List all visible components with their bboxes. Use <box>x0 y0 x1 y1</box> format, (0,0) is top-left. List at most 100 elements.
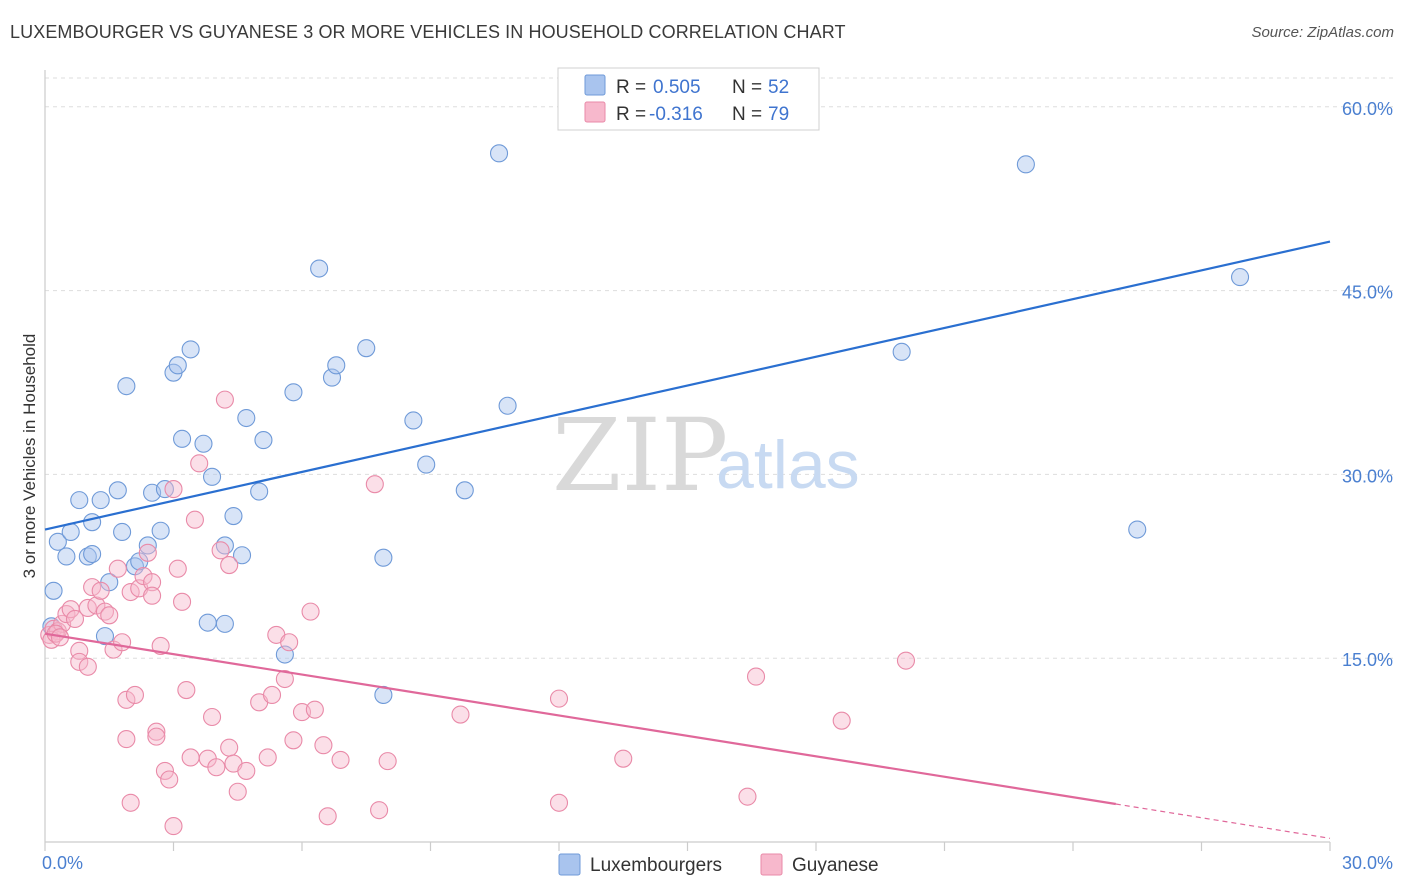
point-guyanese-56 <box>275 669 294 689</box>
y-tick-label-1: 30.0% <box>1342 466 1393 486</box>
y-tick-labels: 15.0% 30.0% 45.0% 60.0% <box>1342 99 1393 670</box>
point-luxembourgers-50 <box>1231 268 1250 287</box>
point-guyanese-26 <box>138 543 157 562</box>
point-guyanese-43 <box>203 707 222 727</box>
point-guyanese-32 <box>155 761 174 780</box>
point-guyanese-62 <box>314 736 333 755</box>
point-luxembourgers-47 <box>892 342 911 361</box>
watermark-atlas: atlas <box>716 427 860 503</box>
point-guyanese-64 <box>331 750 350 769</box>
point-luxembourgers-45 <box>489 144 509 163</box>
point-luxembourgers-39 <box>357 339 376 358</box>
x-ticks <box>44 842 1331 851</box>
point-luxembourgers-11 <box>108 481 127 500</box>
series-swatch-luxembourgers <box>558 853 581 876</box>
point-luxembourgers-40 <box>374 548 393 567</box>
legend-n-label-2: N = <box>732 104 762 125</box>
point-guyanese-37 <box>173 592 192 611</box>
legend-r-value-2: -0.316 <box>649 104 703 125</box>
point-guyanese-51 <box>237 761 256 780</box>
point-guyanese-6 <box>65 609 85 629</box>
legend-swatch-luxembourgers <box>584 74 606 96</box>
point-luxembourgers-4 <box>70 491 89 510</box>
point-luxembourgers-13 <box>117 377 136 396</box>
x-tick-label-min: 0.0% <box>42 853 83 873</box>
chart-source: Source: ZipAtlas.com <box>1251 24 1394 41</box>
point-guyanese-58 <box>284 731 303 750</box>
legend-n-label-1: N = <box>732 77 762 98</box>
point-guyanese-8 <box>70 652 89 671</box>
point-guyanese-75 <box>896 651 916 670</box>
point-luxembourgers-42 <box>404 411 423 430</box>
point-guyanese-34 <box>164 480 183 499</box>
point-guyanese-41 <box>190 454 209 473</box>
point-guyanese-45 <box>211 541 230 560</box>
point-guyanese-63 <box>318 807 337 826</box>
point-luxembourgers-49 <box>1128 520 1147 539</box>
y-tick-label-0: 15.0% <box>1342 650 1393 670</box>
point-guyanese-71 <box>614 749 633 768</box>
point-guyanese-54 <box>262 685 282 705</box>
point-luxembourgers-36 <box>310 259 329 278</box>
trend-line-extension-guyanese <box>1115 803 1331 839</box>
point-luxembourgers-38 <box>327 356 346 375</box>
point-luxembourgers-48 <box>1016 155 1035 174</box>
point-luxembourgers-30 <box>232 546 252 565</box>
series-legend: Luxembourgers Guyanese <box>558 853 879 876</box>
point-guyanese-72 <box>738 787 757 806</box>
point-guyanese-17 <box>108 559 127 578</box>
series-label-guyanese: Guyanese <box>792 855 879 876</box>
data-points <box>40 144 1250 836</box>
point-luxembourgers-0 <box>44 581 63 600</box>
y-tick-label-3: 60.0% <box>1342 99 1393 119</box>
gridlines <box>45 77 1393 659</box>
point-guyanese-69 <box>549 689 569 708</box>
trend-line-luxembourgers <box>44 240 1331 531</box>
legend-n-value-2: 79 <box>768 104 789 125</box>
point-guyanese-48 <box>220 556 239 575</box>
watermark: ZIP atlas <box>552 397 860 514</box>
point-luxembourgers-29 <box>224 506 243 526</box>
point-luxembourgers-24 <box>194 434 213 453</box>
point-guyanese-36 <box>168 559 187 578</box>
point-guyanese-23 <box>125 685 144 705</box>
point-guyanese-50 <box>228 782 247 801</box>
point-guyanese-73 <box>746 667 766 686</box>
point-luxembourgers-33 <box>254 431 273 450</box>
point-guyanese-9 <box>78 657 97 676</box>
point-guyanese-38 <box>177 681 196 700</box>
legend-n-value-1: 52 <box>768 77 789 98</box>
legend-swatch-guyanese <box>584 101 606 123</box>
point-guyanese-27 <box>143 573 162 592</box>
point-luxembourgers-35 <box>284 383 303 402</box>
point-guyanese-46 <box>215 390 234 409</box>
point-guyanese-22 <box>121 793 140 812</box>
series-swatch-guyanese <box>760 853 783 876</box>
point-guyanese-66 <box>370 801 389 820</box>
point-guyanese-18 <box>113 633 132 652</box>
point-luxembourgers-6 <box>83 544 102 564</box>
chart-title: LUXEMBOURGER VS GUYANESE 3 OR MORE VEHIC… <box>10 22 846 42</box>
legend-r-label-1: R = <box>616 77 646 98</box>
point-guyanese-28 <box>143 586 162 605</box>
legend-r-value-1: 0.505 <box>653 77 701 98</box>
point-luxembourgers-2 <box>57 547 76 566</box>
point-guyanese-70 <box>549 793 569 812</box>
point-luxembourgers-27 <box>215 614 234 633</box>
point-luxembourgers-31 <box>237 408 256 428</box>
point-luxembourgers-32 <box>250 482 269 501</box>
point-luxembourgers-21 <box>168 356 187 375</box>
point-guyanese-31 <box>151 636 170 655</box>
watermark-zip: ZIP <box>552 397 728 514</box>
trend-lines <box>44 240 1331 839</box>
point-luxembourgers-18 <box>151 521 170 540</box>
point-guyanese-40 <box>185 510 204 529</box>
legend-box: R = 0.505 N = 52 R = -0.316 N = 79 <box>557 67 820 131</box>
point-luxembourgers-8 <box>91 491 110 510</box>
point-guyanese-60 <box>301 602 320 621</box>
point-luxembourgers-44 <box>455 481 474 500</box>
series-label-luxembourgers: Luxembourgers <box>590 855 722 876</box>
point-guyanese-61 <box>305 700 324 719</box>
series-guyanese-points <box>40 390 916 836</box>
